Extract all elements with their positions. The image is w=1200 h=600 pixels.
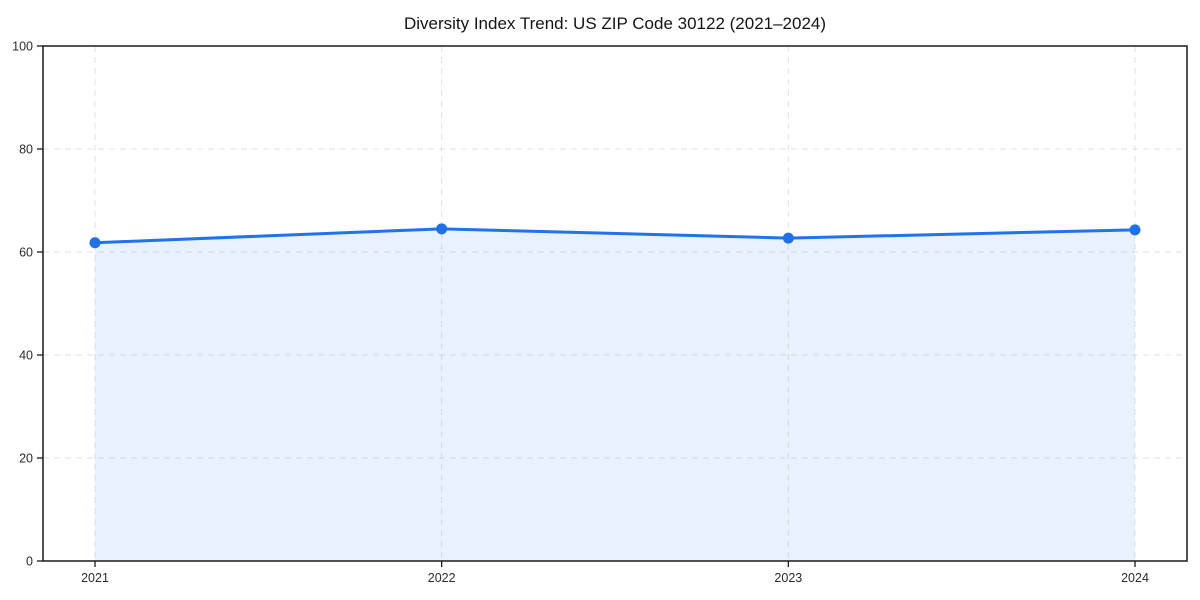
- data-point-2024: [1129, 224, 1141, 236]
- chart-title: Diversity Index Trend: US ZIP Code 30122…: [403, 14, 827, 33]
- data-point-2023: [782, 232, 794, 244]
- area-fill: [95, 228, 1135, 561]
- x-axis-tick-label: 2023: [774, 571, 802, 585]
- y-axis-tick-label: 100: [12, 40, 33, 54]
- y-axis-tick-label: 80: [19, 143, 33, 157]
- x-axis-tick-label: 2022: [428, 571, 456, 585]
- y-axis-tick-label: 20: [19, 452, 33, 466]
- data-point-2021: [89, 237, 101, 249]
- trend-line: [93, 227, 1137, 245]
- axes-border: [42, 45, 1188, 562]
- data-point-2022: [436, 223, 448, 235]
- y-axis-tick-label: 60: [19, 246, 33, 260]
- y-axis-tick-label: 0: [26, 555, 33, 569]
- y-axis-tick-label: 40: [19, 349, 33, 363]
- x-axis-tick-label: 2021: [81, 571, 109, 585]
- x-axis-tick-label: 2024: [1121, 571, 1149, 585]
